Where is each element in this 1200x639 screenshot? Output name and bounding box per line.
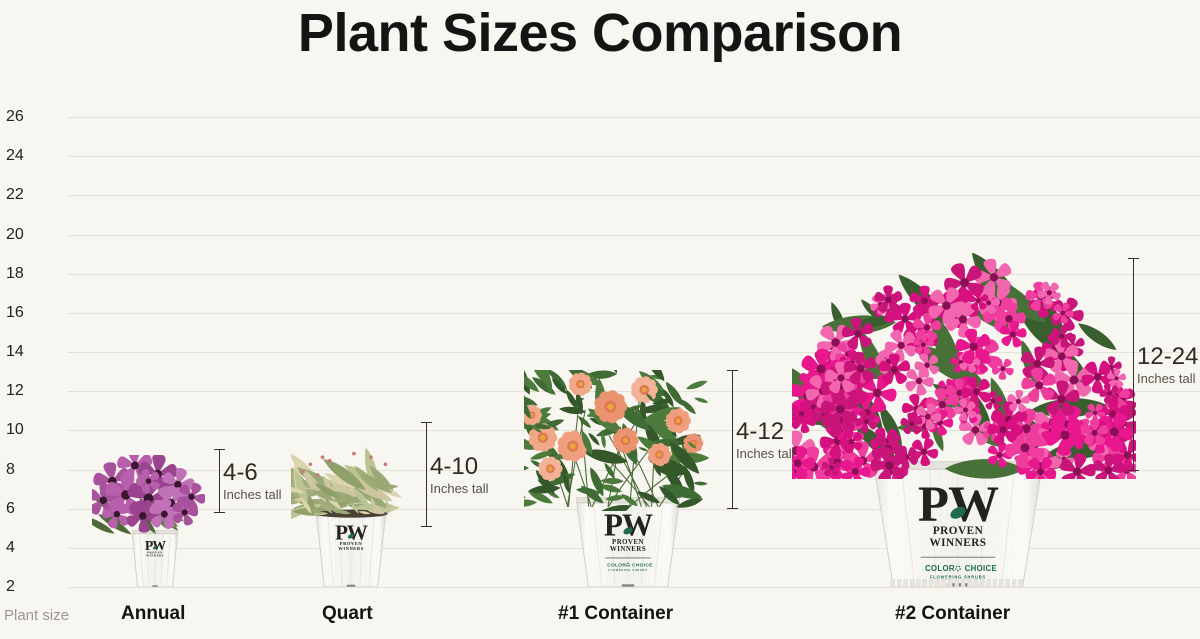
svg-text:CHOICE: CHOICE (632, 562, 653, 568)
svg-text:WINNERS: WINNERS (338, 546, 364, 551)
svg-text:WINNERS: WINNERS (610, 546, 646, 553)
svg-text:CHOICE: CHOICE (965, 564, 998, 573)
svg-text:FLOWERING SHRUBS: FLOWERING SHRUBS (930, 575, 986, 580)
svg-text:COLOR: COLOR (925, 564, 955, 573)
svg-text:PROVEN: PROVEN (612, 539, 644, 546)
svg-text:COLOR: COLOR (607, 562, 626, 568)
svg-text:WINNERS: WINNERS (929, 537, 986, 549)
svg-text:PROVEN: PROVEN (933, 525, 983, 537)
svg-text:FLOWERING SHRUBS: FLOWERING SHRUBS (608, 569, 647, 572)
svg-text:WINNERS: WINNERS (146, 554, 164, 558)
